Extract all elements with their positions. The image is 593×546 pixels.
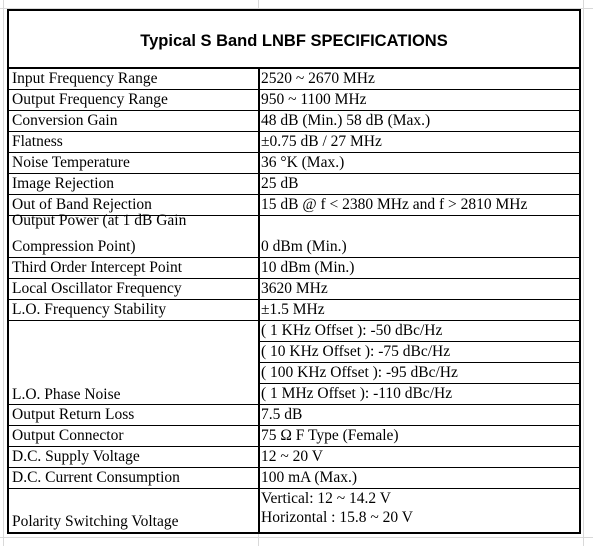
table-row: L.O. Frequency Stability ±1.5 MHz [9,300,579,321]
row-value: 950 ~ 1100 MHz [261,91,367,108]
row-value: ±0.75 dB / 27 MHz [261,133,382,150]
row-label: Third Order Intercept Point [12,259,183,276]
row-label: D.C. Supply Voltage [12,448,140,465]
spec-table: Typical S Band LNBF SPECIFICATIONS Input… [7,9,581,534]
table-row: Polarity Switching Voltage Vertical: 12 … [9,489,579,532]
grid-line [0,537,593,538]
cell-divider [260,362,579,363]
row-label: Conversion Gain [12,112,118,129]
row-value: 0 dBm (Min.) [261,238,347,255]
grid-line [3,0,4,546]
row-label: Local Oscillator Frequency [12,280,182,297]
table-row: Flatness ±0.75 dB / 27 MHz [9,132,579,153]
table-row: Output Power (at 1 dB Gain Compression P… [9,212,579,258]
row-value: ( 10 KHz Offset ): -75 dBc/Hz [261,343,451,360]
table-row: Local Oscillator Frequency 3620 MHz [9,279,579,300]
row-label: L.O. Frequency Stability [12,301,167,318]
row-value: 3620 MHz [261,280,328,297]
grid-line [0,8,593,9]
row-value: 12 ~ 20 V [261,448,323,465]
row-value: ±1.5 MHz [261,301,325,318]
column-divider [258,69,260,532]
table-row: Output Connector 75 Ω F Type (Female) [9,426,579,447]
row-label: Output Connector [12,427,124,444]
row-value: ( 1 MHz Offset ): -110 dBc/Hz [261,385,453,402]
table-row: Noise Temperature 36 °K (Max.) [9,153,579,174]
row-label: Image Rejection [12,175,114,192]
row-value: Horizontal : 15.8 ~ 20 V [261,509,413,526]
row-value: 10 dBm (Min.) [261,259,355,276]
table-row: Conversion Gain 48 dB (Min.) 58 dB (Max.… [9,111,579,132]
row-value: ( 100 KHz Offset ): -95 dBc/Hz [261,364,458,381]
row-label: Flatness [12,133,63,150]
table-row: Image Rejection 25 dB [9,174,579,195]
title-band: Typical S Band LNBF SPECIFICATIONS [9,11,579,69]
row-value: 75 Ω F Type (Female) [261,427,399,444]
row-value: 100 mA (Max.) [261,469,358,486]
table-row: D.C. Supply Voltage 12 ~ 20 V [9,447,579,468]
grid-line [583,0,584,546]
row-label: L.O. Phase Noise [12,386,121,403]
row-label: D.C. Current Consumption [12,469,180,486]
row-value: 25 dB [261,175,299,192]
page-title: Typical S Band LNBF SPECIFICATIONS [140,32,448,50]
row-label: Output Frequency Range [12,91,168,108]
row-value: 36 °K (Max.) [261,154,345,171]
row-label: Polarity Switching Voltage [12,513,179,530]
table-row: Output Frequency Range 950 ~ 1100 MHz [9,90,579,111]
cell-divider [260,341,579,342]
table-row: Out of Band Rejection 15 dB @ f < 2380 M… [9,195,579,216]
row-value: 15 dB @ f < 2380 MHz and f > 2810 MHz [261,196,528,213]
row-label: Output Return Loss [12,406,135,423]
table-row: Input Frequency Range 2520 ~ 2670 MHz [9,69,579,90]
row-value: 2520 ~ 2670 MHz [261,70,375,87]
table-row: D.C. Current Consumption 100 mA (Max.) [9,468,579,489]
row-label: Input Frequency Range [12,70,158,87]
row-value: 48 dB (Min.) 58 dB (Max.) [261,112,431,129]
row-label: Noise Temperature [12,154,130,171]
row-value: 7.5 dB [261,406,303,423]
table-row: L.O. Phase Noise ( 1 KHz Offset ): -50 d… [9,321,579,405]
table-row: Third Order Intercept Point 10 dBm (Min.… [9,258,579,279]
row-label: Output Power (at 1 dB Gain [12,212,187,229]
row-value: ( 1 KHz Offset ): -50 dBc/Hz [261,322,443,339]
cell-divider [260,383,579,384]
row-label: Out of Band Rejection [12,196,152,213]
table-row: Output Return Loss 7.5 dB [9,405,579,426]
row-label: Compression Point) [12,238,136,255]
row-value: Vertical: 12 ~ 14.2 V [261,490,391,507]
